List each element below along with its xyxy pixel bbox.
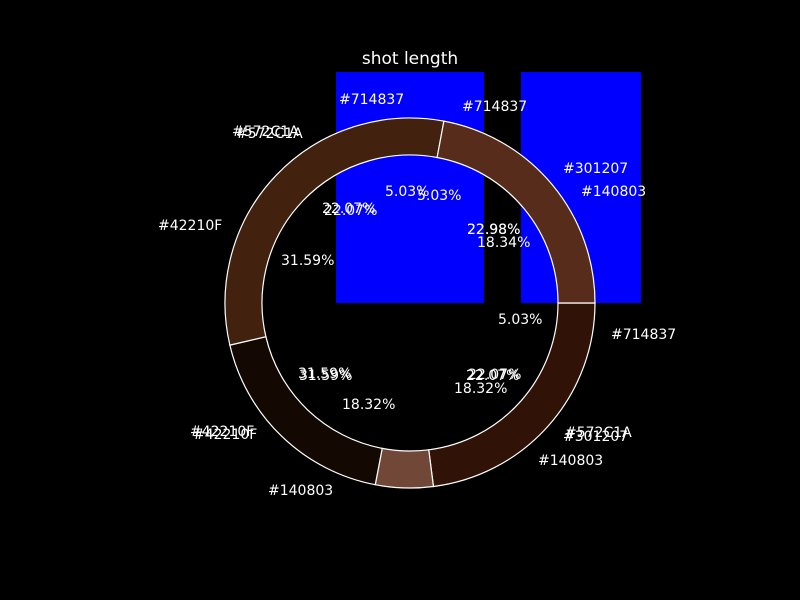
chart-label: 22.98% bbox=[467, 222, 520, 238]
chart-title: shot length bbox=[362, 49, 458, 69]
chart-label: #301207 bbox=[563, 429, 628, 445]
chart-label: 18.32% bbox=[342, 397, 395, 413]
chart-label: #714837 bbox=[462, 99, 527, 115]
chart-label: #42210F bbox=[158, 218, 222, 234]
chart-label: #140803 bbox=[581, 184, 646, 200]
chart-label: 18.32% bbox=[454, 381, 507, 397]
chart-label: 22.07% bbox=[324, 203, 377, 219]
chart-label: #42210F bbox=[190, 424, 254, 440]
chart-label: #714837 bbox=[339, 92, 404, 108]
outer-slice-714837 bbox=[374, 447, 435, 489]
outer-slice-572c1a bbox=[436, 120, 596, 304]
chart-label: 22.07% bbox=[468, 367, 521, 383]
chart-label: #572C1A bbox=[236, 126, 303, 142]
chart-label: 5.03% bbox=[417, 188, 461, 204]
chart-labels: #714837 #714837#572C1A#572C1A#572C1A#4221… bbox=[158, 92, 676, 499]
chart-label: #301207 bbox=[563, 161, 628, 177]
chart-label: 31.59% bbox=[298, 366, 351, 382]
chart-label: 5.03% bbox=[498, 312, 542, 328]
chart-label: #572C1A bbox=[232, 124, 299, 140]
outer-ring-slices bbox=[224, 117, 596, 489]
chart-label: #42210F bbox=[193, 427, 257, 443]
left-blue-rect bbox=[336, 72, 484, 303]
chart-label: 31.59% bbox=[281, 253, 334, 269]
chart-label: 22.98% bbox=[467, 222, 520, 238]
chart-label: #140803 bbox=[538, 453, 603, 469]
chart-label: 22.07% bbox=[322, 201, 375, 217]
chart-label: 5.03% bbox=[385, 184, 429, 200]
chart-label: #714837 bbox=[611, 327, 676, 343]
chart-label: #572C1A bbox=[565, 425, 632, 441]
chart-label: 22.07% bbox=[466, 368, 519, 384]
chart-label: 31.59% bbox=[299, 368, 352, 384]
chart-label: 18.34% bbox=[477, 235, 530, 251]
chart-label: #140803 bbox=[268, 483, 333, 499]
